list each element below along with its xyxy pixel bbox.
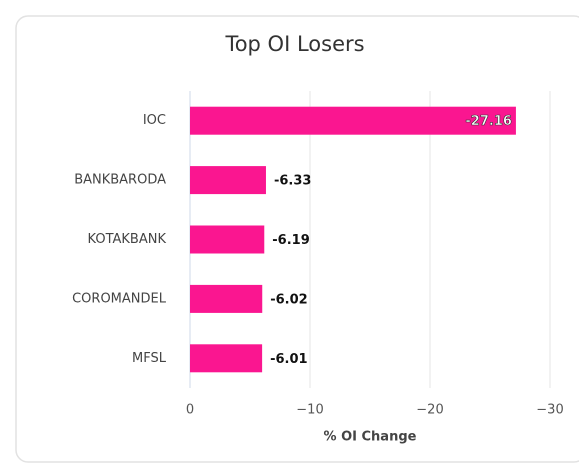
y-tick-label: KOTAKBANK <box>88 232 167 247</box>
data-label: -6.19 <box>272 233 309 248</box>
y-tick-label: BANKBARODA <box>74 173 166 188</box>
bar <box>190 344 263 373</box>
data-label: -6.01 <box>270 352 307 367</box>
bar <box>190 166 266 195</box>
x-axis-title: % OI Change <box>324 430 417 445</box>
x-tick-label: −30 <box>536 403 563 418</box>
y-tick-label: COROMANDEL <box>72 291 167 306</box>
chart-title: Top OI Losers <box>224 32 364 56</box>
data-label: -27.16 <box>465 114 512 129</box>
x-tick-label: −10 <box>296 403 323 418</box>
bar <box>190 106 516 135</box>
bar <box>190 284 263 313</box>
y-tick-label: IOC <box>143 113 166 128</box>
x-tick-label: −20 <box>416 403 443 418</box>
y-tick-label: MFSL <box>132 351 167 366</box>
bar <box>190 225 265 254</box>
data-label: -6.02 <box>270 292 307 307</box>
x-tick-label: 0 <box>186 403 194 418</box>
data-label: -6.33 <box>274 174 311 189</box>
